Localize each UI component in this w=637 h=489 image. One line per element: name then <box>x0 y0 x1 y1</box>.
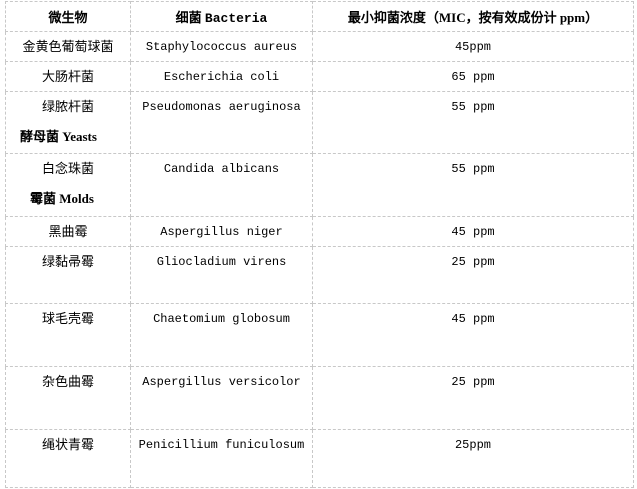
organism-cn: 黑曲霉 <box>5 216 131 247</box>
table-row: 绿黏帚霉 Gliocladium virens 25 ppm <box>5 246 634 304</box>
organism-cn: 金黄色葡萄球菌 <box>5 31 131 62</box>
header-bacteria-en: Bacteria <box>204 11 268 26</box>
header-bacteria: 细菌 Bacteria <box>130 1 313 32</box>
mic-value: 25ppm <box>312 429 634 488</box>
mic-value: 55 ppm <box>312 91 634 154</box>
table-row: 杂色曲霉 Aspergillus versicolor 25 ppm <box>5 366 634 430</box>
organism-cn: 球毛壳霉 <box>5 303 131 367</box>
organism-latin: Pseudomonas aeruginosa <box>130 91 313 154</box>
organism-latin: Gliocladium virens <box>130 246 313 304</box>
organism-cn: 绳状青霉 <box>5 429 131 488</box>
mic-value: 25 ppm <box>312 366 634 430</box>
header-row: 微生物 细菌 Bacteria 最小抑菌浓度（MIC，按有效成份计 ppm） <box>5 1 634 32</box>
mic-value: 25 ppm <box>312 246 634 304</box>
header-microorganism: 微生物 <box>5 1 131 32</box>
organism-cn: 白念珠菌 <box>41 161 94 176</box>
table-row: 白念珠菌霉菌 Molds Candida albicans 55 ppm <box>5 153 634 217</box>
section-heading-molds: 霉菌 Molds <box>30 191 94 206</box>
mic-value: 45 ppm <box>312 303 634 367</box>
organism-latin: Aspergillus versicolor <box>130 366 313 430</box>
organism-cn: 绿黏帚霉 <box>5 246 131 304</box>
table-row: 绳状青霉 Penicillium funiculosum 25ppm <box>5 429 634 488</box>
mic-value: 45 ppm <box>312 216 634 247</box>
organism-latin: Candida albicans <box>130 153 313 217</box>
organism-latin: Escherichia coli <box>130 61 313 92</box>
organism-cell: 白念珠菌霉菌 Molds <box>5 153 131 217</box>
table-row: 球毛壳霉 Chaetomium globosum 45 ppm <box>5 303 634 367</box>
organism-latin: Penicillium funiculosum <box>130 429 313 488</box>
organism-cn: 杂色曲霉 <box>5 366 131 430</box>
mic-value: 45ppm <box>312 31 634 62</box>
organism-latin: Aspergillus niger <box>130 216 313 247</box>
organism-latin: Chaetomium globosum <box>130 303 313 367</box>
mic-value: 55 ppm <box>312 153 634 217</box>
header-mic: 最小抑菌浓度（MIC，按有效成份计 ppm） <box>312 1 634 32</box>
organism-cn: 大肠杆菌 <box>5 61 131 92</box>
table-row: 大肠杆菌 Escherichia coli 65 ppm <box>5 61 634 92</box>
mic-table: 微生物 细菌 Bacteria 最小抑菌浓度（MIC，按有效成份计 ppm） 金… <box>5 1 634 488</box>
table-row: 绿脓杆菌酵母菌 Yeasts Pseudomonas aeruginosa 55… <box>5 91 634 154</box>
organism-cell: 绿脓杆菌酵母菌 Yeasts <box>5 91 131 154</box>
table-row: 黑曲霉 Aspergillus niger 45 ppm <box>5 216 634 247</box>
mic-value: 65 ppm <box>312 61 634 92</box>
table-row: 金黄色葡萄球菌 Staphylococcus aureus 45ppm <box>5 31 634 62</box>
header-bacteria-cn: 细菌 <box>175 10 202 25</box>
section-heading-yeasts: 酵母菌 Yeasts <box>20 129 97 144</box>
organism-latin: Staphylococcus aureus <box>130 31 313 62</box>
organism-cn: 绿脓杆菌 <box>41 99 94 114</box>
